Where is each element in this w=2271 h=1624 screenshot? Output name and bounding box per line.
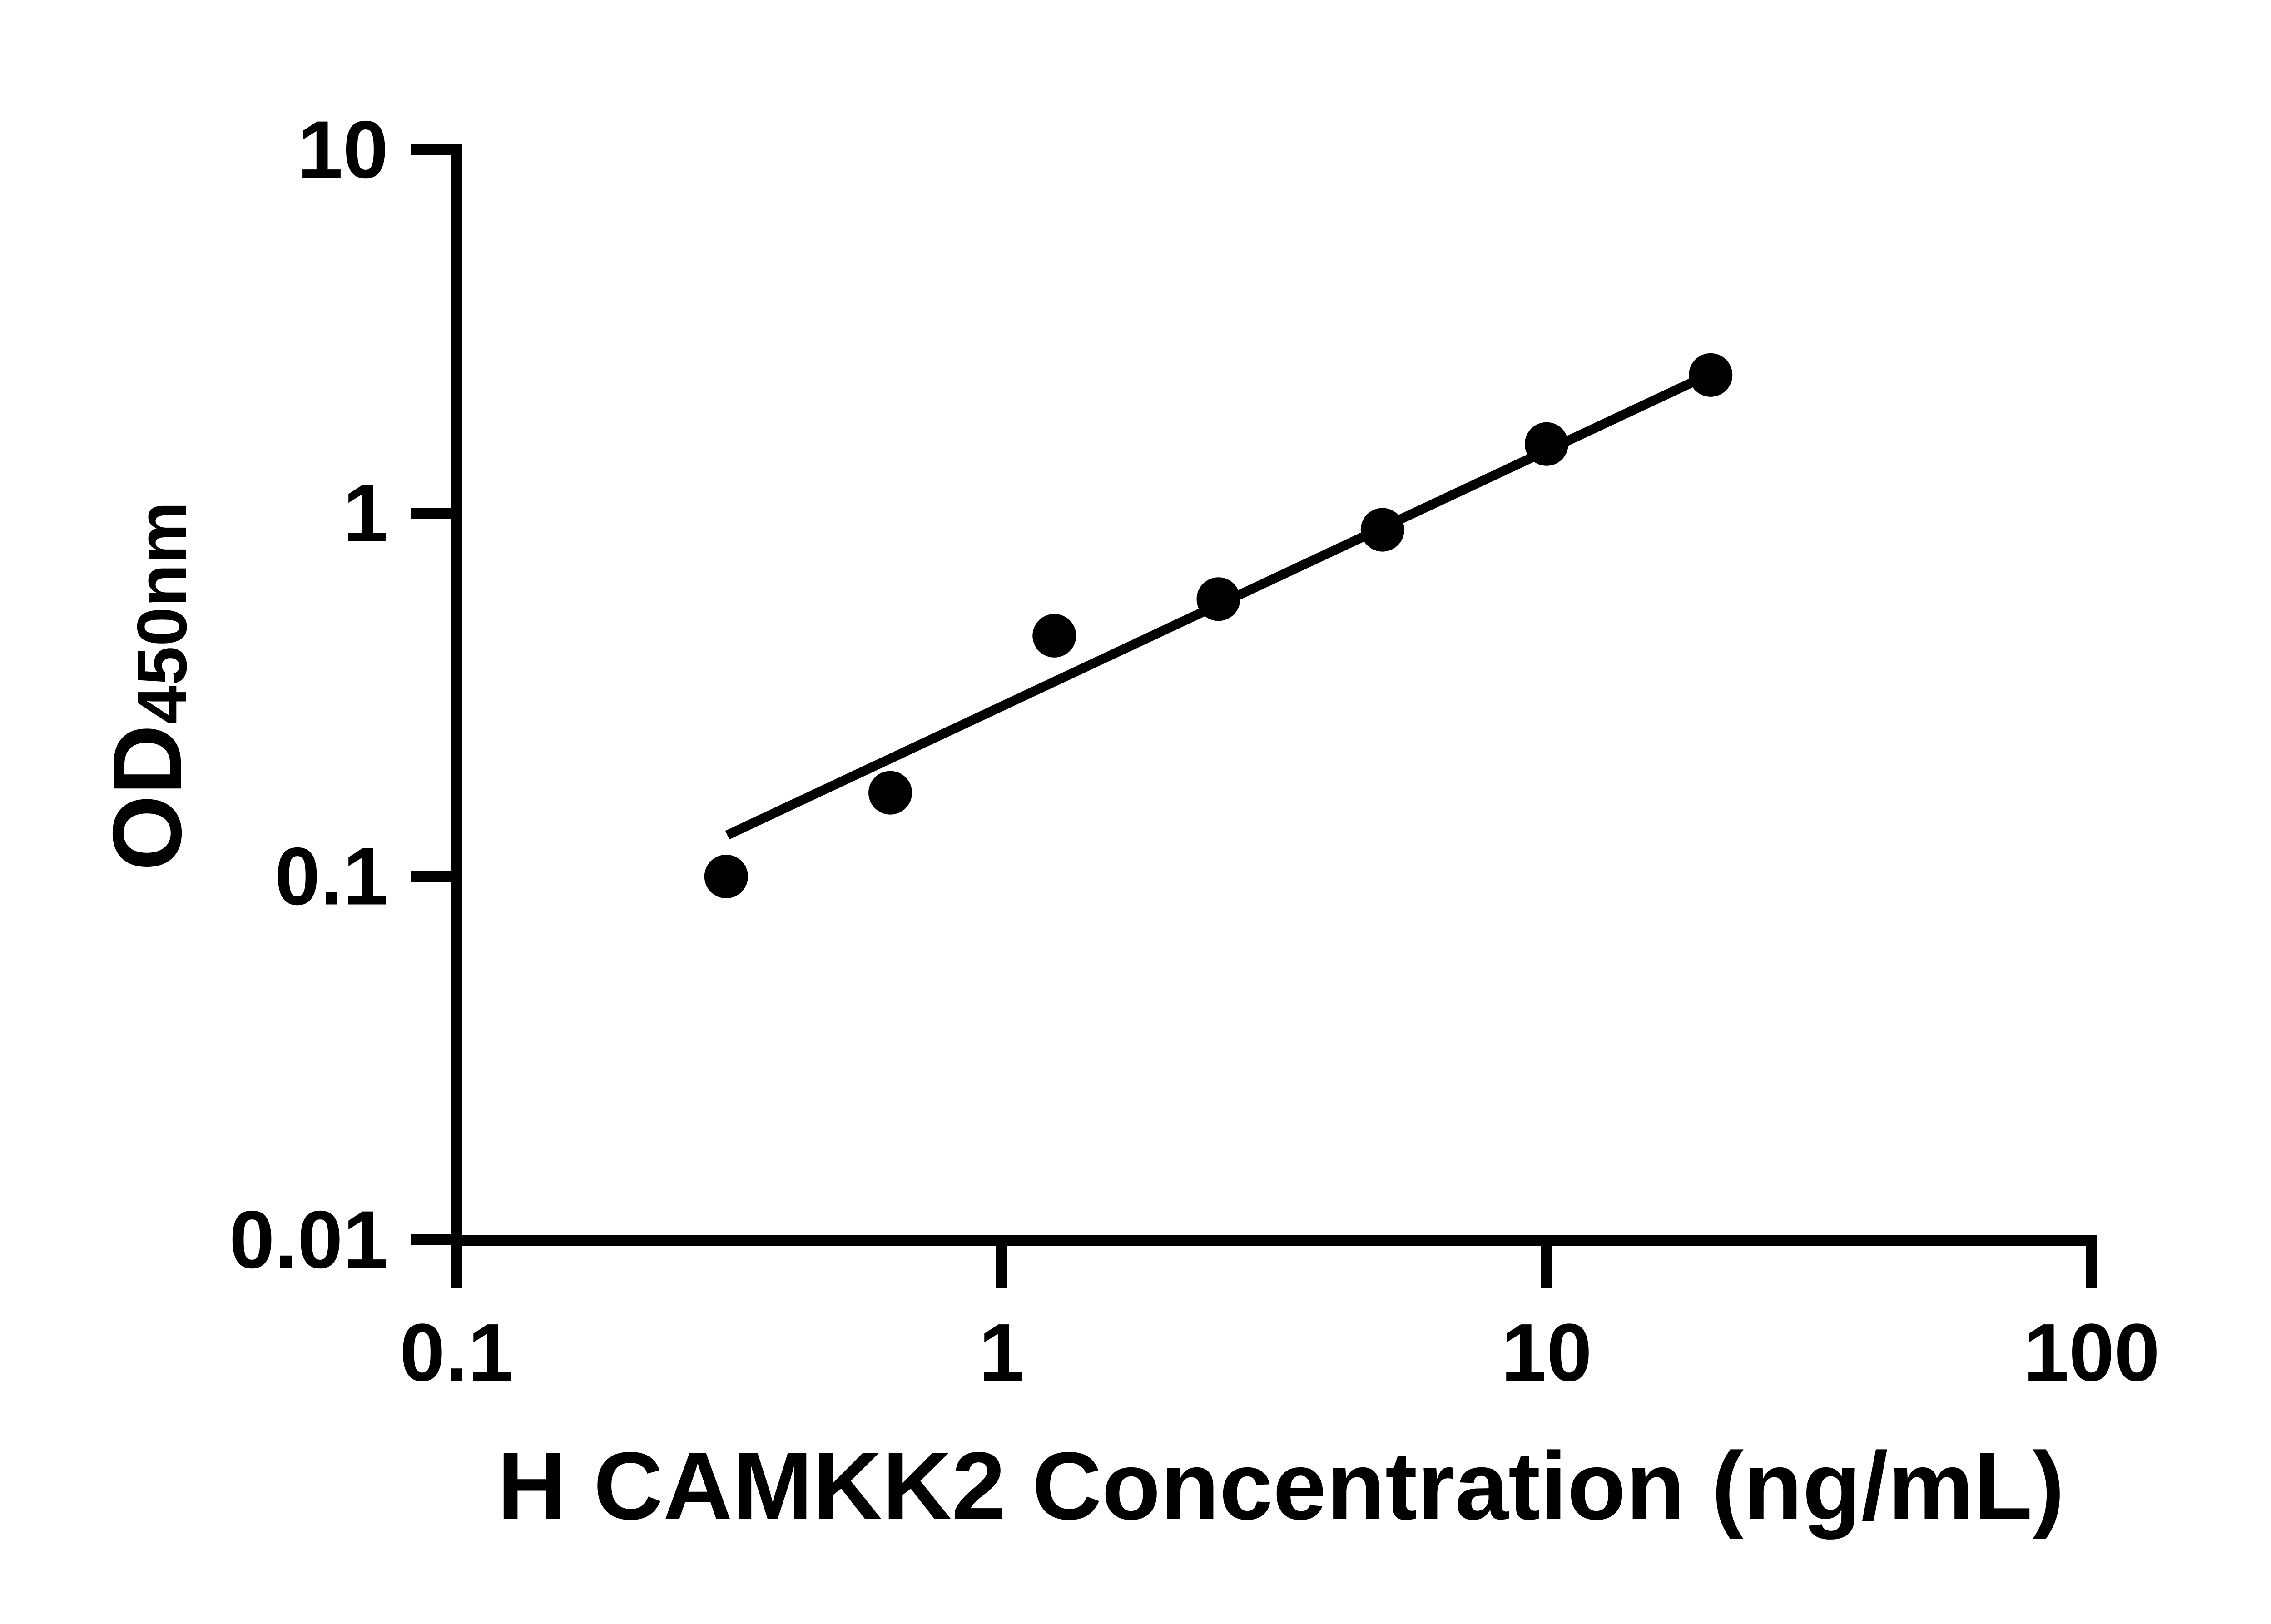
x-tick-label: 10 [1501, 1307, 1592, 1398]
y-tick-label: 1 [343, 468, 388, 559]
data-point [704, 855, 748, 898]
y-tick-label: 10 [298, 104, 388, 196]
y-axis-title-subscript: 450nm [123, 501, 201, 724]
x-tick-label: 100 [2023, 1307, 2160, 1398]
y-axis-title-main: OD [92, 724, 202, 871]
data-point [868, 771, 912, 815]
axis-ticks [411, 144, 2097, 1288]
data-points [704, 353, 1733, 898]
y-tick-label: 0.01 [229, 1194, 388, 1286]
data-point [1360, 508, 1404, 552]
data-point [1032, 614, 1076, 658]
x-tick-label: 1 [979, 1307, 1024, 1398]
x-axis-title: H CAMKK2 Concentration (ng/mL) [497, 1432, 2065, 1540]
data-point [1689, 353, 1733, 397]
y-tick-label: 0.1 [275, 831, 388, 922]
y-axis-title: OD450nm [92, 501, 202, 871]
x-tick-label: 0.1 [400, 1307, 513, 1398]
axes [451, 144, 2097, 1246]
data-point [1196, 577, 1240, 621]
data-point [1525, 422, 1568, 466]
